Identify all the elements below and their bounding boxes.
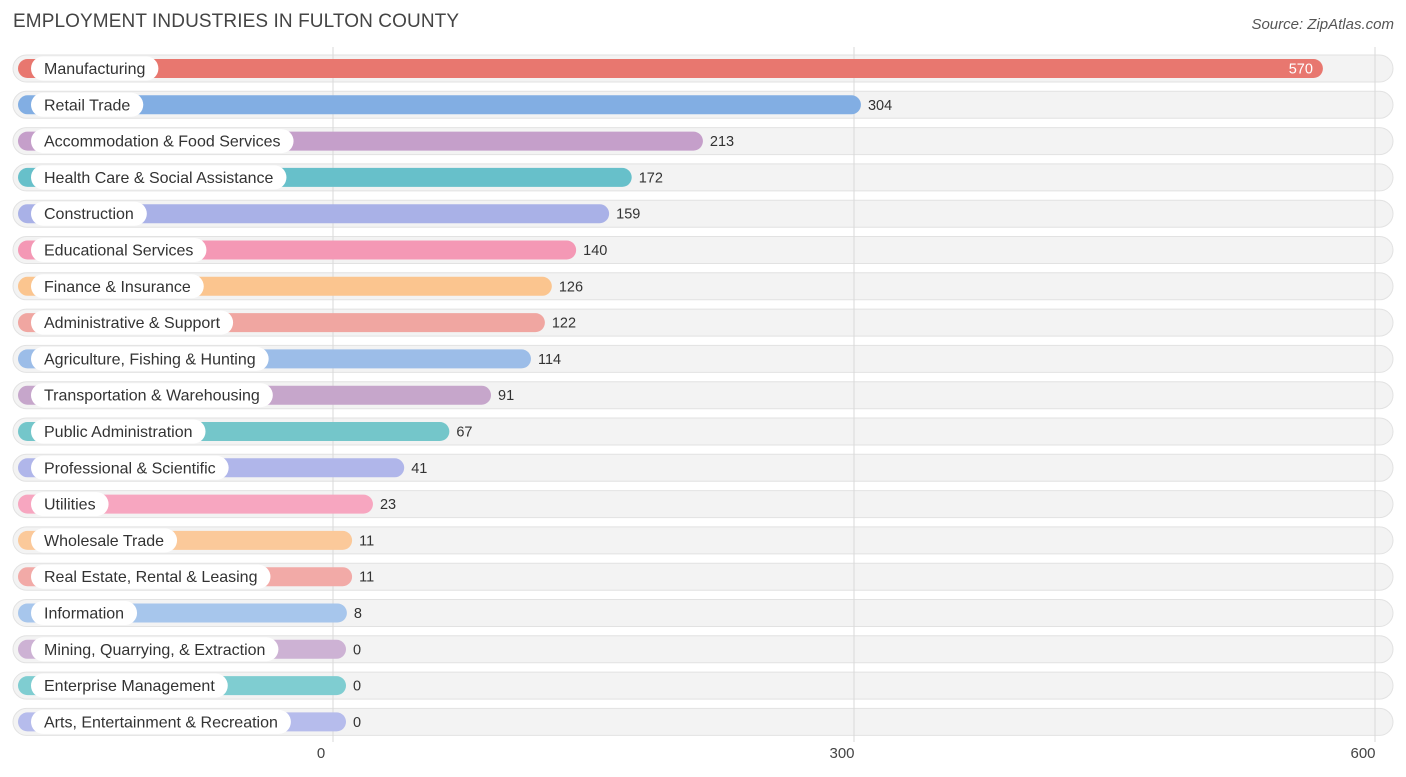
value-label: 114 [538, 352, 561, 368]
value-label: 11 [359, 533, 374, 549]
value-label: 0 [353, 679, 361, 695]
category-label: Information [44, 606, 124, 623]
category-label: Health Care & Social Assistance [44, 170, 274, 187]
category-label: Finance & Insurance [44, 279, 191, 296]
category-label: Agriculture, Fishing & Hunting [44, 351, 256, 368]
value-label: 91 [498, 388, 514, 404]
category-label-bg [31, 419, 206, 444]
category-label-bg [31, 274, 204, 299]
value-label: 570 [1289, 62, 1313, 78]
value-label: 11 [359, 570, 374, 586]
category-label-bg [31, 601, 138, 625]
bar [18, 204, 610, 224]
category-label: Accommodation & Food Services [44, 134, 281, 151]
x-tick-label: 300 [829, 745, 854, 762]
category-label: Transportation & Warehousing [44, 388, 260, 405]
value-label: 140 [583, 243, 607, 259]
category-label: Real Estate, Rental & Leasing [44, 569, 257, 586]
value-label: 67 [456, 425, 472, 441]
category-label: Retail Trade [44, 97, 130, 114]
category-label-bg [31, 201, 147, 226]
category-label: Educational Services [44, 243, 193, 260]
value-label: 172 [639, 170, 663, 186]
category-label-bg [31, 346, 269, 371]
bar [18, 95, 861, 115]
chart-title: EMPLOYMENT INDUSTRIES IN FULTON COUNTY [13, 11, 460, 32]
value-label: 213 [710, 134, 734, 150]
x-tick-label: 600 [1350, 745, 1375, 762]
category-label-bg [31, 165, 287, 190]
category-label-bg [31, 637, 279, 662]
category-label: Enterprise Management [44, 678, 215, 695]
value-label: 8 [354, 606, 362, 622]
value-label: 122 [552, 316, 576, 332]
category-label-bg [31, 492, 109, 517]
row-track [12, 635, 1394, 664]
category-label: Arts, Entertainment & Recreation [44, 714, 278, 731]
category-label: Construction [44, 206, 134, 223]
category-label: Utilities [44, 497, 96, 514]
value-label: 304 [868, 98, 892, 114]
category-label: Administrative & Support [44, 315, 221, 332]
value-label: 23 [380, 497, 396, 513]
bar [18, 59, 1323, 78]
category-label: Wholesale Trade [44, 533, 164, 550]
row-track [12, 671, 1394, 700]
category-label: Manufacturing [44, 61, 145, 78]
category-label: Mining, Quarrying, & Extraction [44, 642, 265, 659]
value-label: 0 [353, 715, 361, 731]
category-label-bg [31, 564, 271, 589]
category-label-bg [31, 709, 291, 734]
category-label-bg [31, 310, 234, 335]
x-tick-label: 0 [317, 745, 325, 762]
value-label: 0 [353, 642, 361, 658]
category-label-bg [31, 129, 294, 154]
row-track [12, 526, 1394, 555]
category-label-bg [31, 56, 159, 81]
category-label-bg [31, 673, 228, 698]
value-label: 126 [559, 279, 583, 295]
value-label: 159 [616, 207, 640, 223]
category-label-bg [31, 383, 273, 408]
category-label-bg [31, 455, 229, 480]
row-track [12, 562, 1394, 591]
category-label: Professional & Scientific [44, 460, 216, 477]
category-label-bg [31, 528, 178, 553]
value-label: 41 [411, 461, 427, 477]
row-track [12, 707, 1394, 736]
category-label: Public Administration [44, 424, 193, 441]
category-label-bg [31, 238, 207, 262]
row-track [12, 599, 1394, 627]
source-label: Source: ZipAtlas.com [1251, 16, 1394, 33]
category-label-bg [31, 92, 144, 117]
